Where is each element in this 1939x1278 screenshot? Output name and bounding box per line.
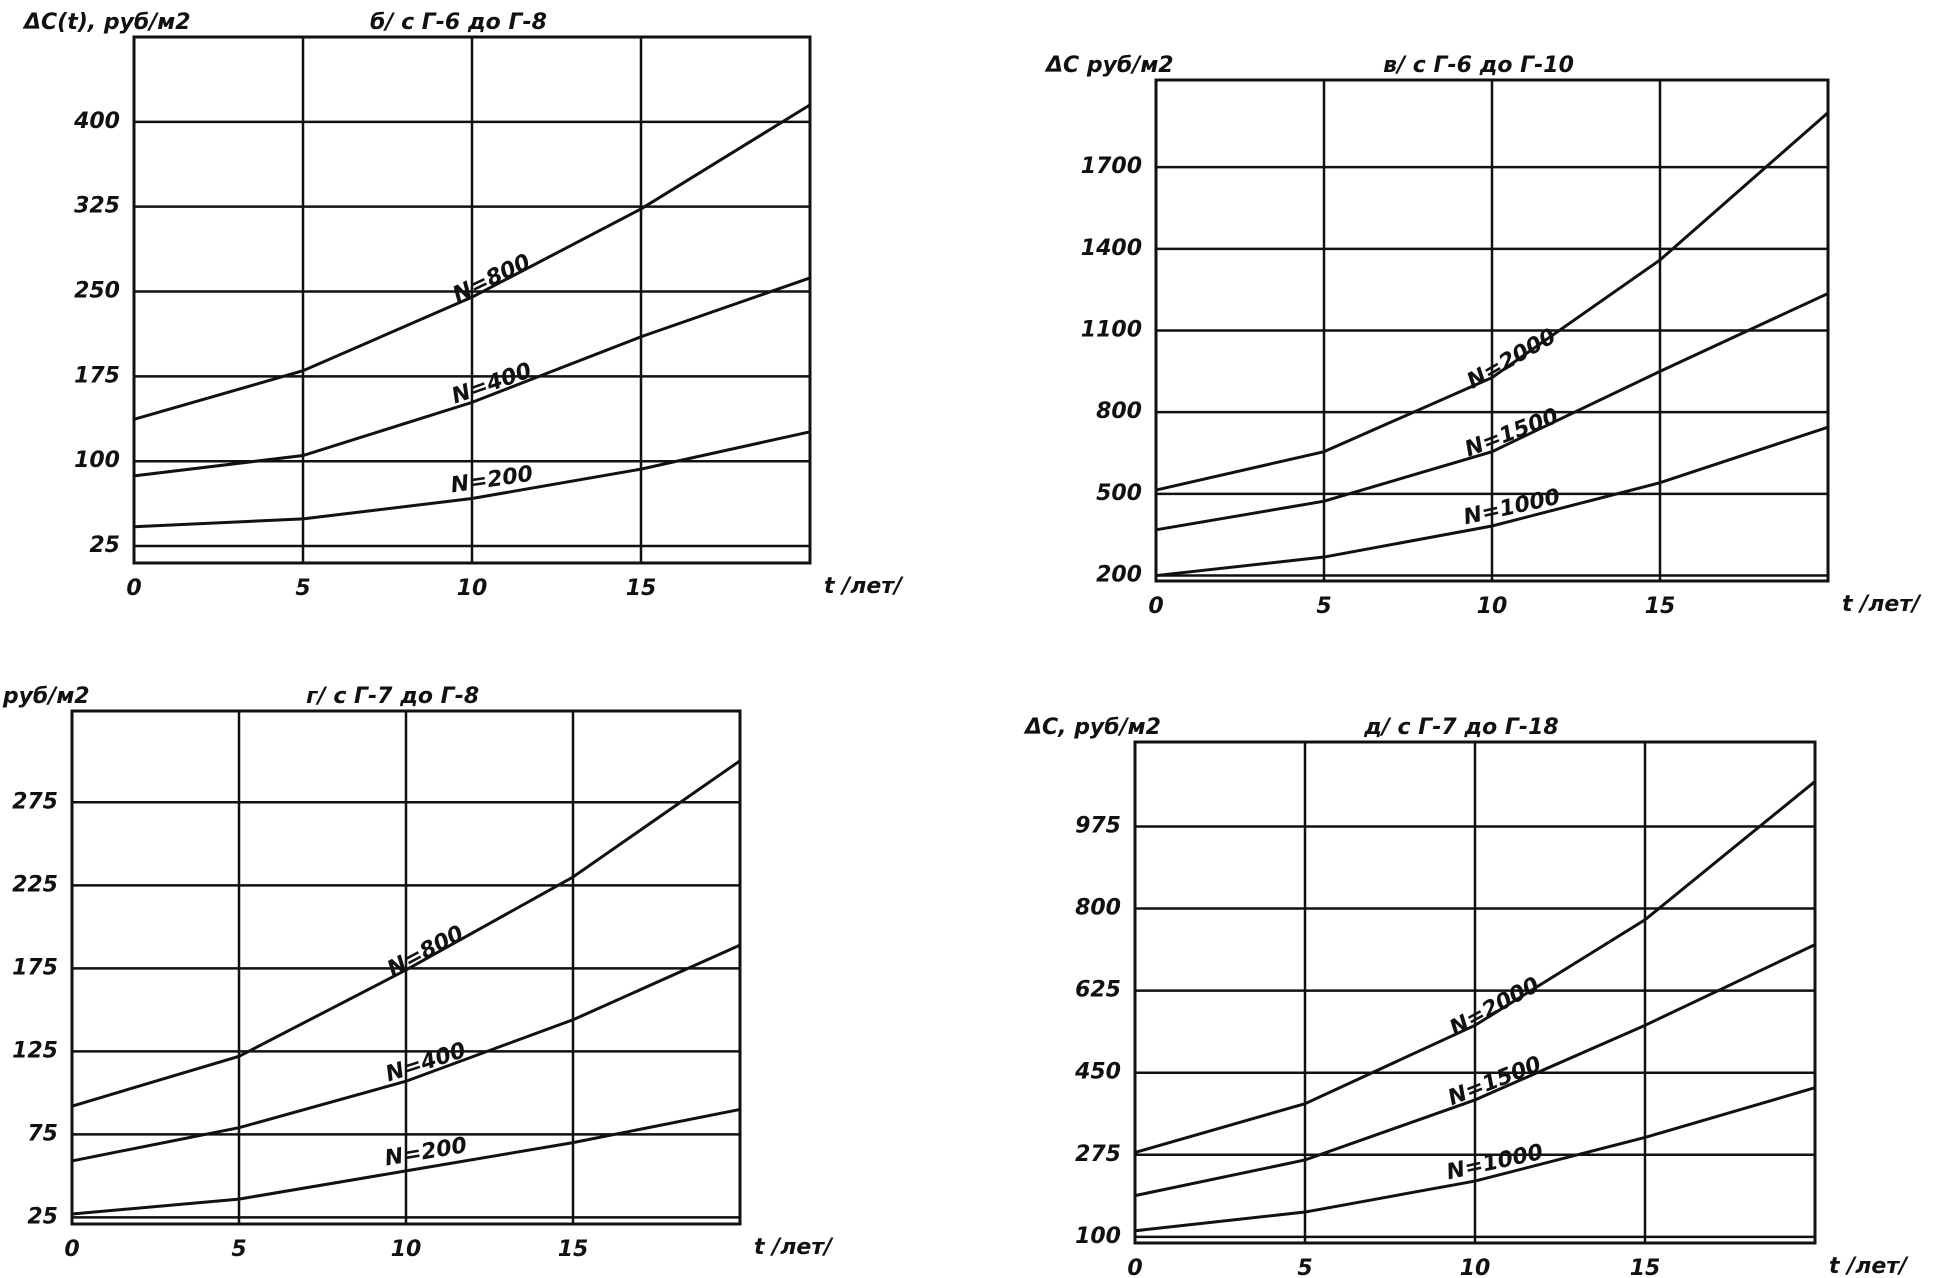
chart-title: в/ с Г-6 до Г-10 — [1383, 53, 1574, 78]
curve — [133, 430, 811, 529]
y-tick-label: 175 — [74, 363, 120, 388]
y-tick-label: 1100 — [1081, 318, 1142, 343]
y-tick-label: 250 — [74, 279, 120, 304]
curve-label: N=800 — [449, 250, 534, 308]
curve-label: N=200 — [449, 462, 535, 499]
y-tick-label: 175 — [12, 955, 58, 980]
y-tick-label: 450 — [1074, 1060, 1121, 1085]
curve — [71, 759, 741, 1108]
curve-label: N=2000 — [1446, 973, 1544, 1042]
y-tick-label: 325 — [74, 194, 120, 219]
curve — [71, 1107, 741, 1216]
y-axis-label: ΔC руб/м2 — [0, 684, 90, 709]
x-tick-label: 5 — [1297, 1256, 1312, 1278]
y-tick-label: 275 — [12, 789, 58, 814]
chart-title: г/ с Г-7 до Г-8 — [306, 684, 479, 709]
x-tick-label: 15 — [1630, 1256, 1661, 1278]
curve — [1155, 292, 1829, 532]
curve-label: N=200 — [383, 1133, 469, 1171]
curve-label: N=400 — [383, 1038, 469, 1087]
x-tick-label: 15 — [558, 1237, 589, 1262]
x-tick-label: 10 — [1477, 594, 1508, 619]
x-tick-label: 5 — [1316, 594, 1331, 619]
x-axis-label: t /лет/ — [824, 574, 904, 599]
y-axis-label: ΔC, руб/м2 — [1023, 715, 1161, 740]
y-tick-label: 100 — [1075, 1224, 1121, 1249]
x-tick-label: 0 — [126, 576, 141, 601]
y-tick-label: 1400 — [1081, 236, 1142, 261]
y-tick-label: 200 — [1096, 563, 1142, 588]
curve — [1134, 1086, 1816, 1233]
curve-label: N=1500 — [1445, 1052, 1545, 1111]
curve — [133, 276, 811, 478]
y-tick-label: 275 — [1075, 1142, 1121, 1167]
y-tick-label: 125 — [12, 1038, 58, 1063]
curve-label: N=400 — [449, 358, 535, 409]
x-tick-label: 0 — [1148, 594, 1163, 619]
y-tick-label: 500 — [1096, 481, 1142, 506]
x-tick-label: 0 — [64, 1237, 79, 1262]
x-tick-label: 5 — [231, 1237, 246, 1262]
curve-label: N=1000 — [1461, 485, 1562, 531]
y-axis-label: ΔC руб/м2 — [1044, 53, 1174, 78]
x-tick-label: 0 — [1127, 1256, 1142, 1278]
y-tick-label: 625 — [1075, 978, 1121, 1003]
x-tick-label: 15 — [626, 576, 657, 601]
x-axis-label: t /лет/ — [754, 1235, 834, 1260]
chart-title: д/ с Г-7 до Г-18 — [1363, 715, 1559, 740]
x-tick-label: 5 — [295, 576, 310, 601]
curve — [1155, 425, 1829, 578]
x-axis-label: t /лет/ — [1842, 592, 1922, 617]
y-tick-label: 400 — [73, 109, 120, 134]
x-tick-label: 10 — [391, 1237, 422, 1262]
y-tick-label: 800 — [1096, 399, 1142, 424]
y-tick-label: 800 — [1075, 896, 1121, 921]
y-tick-label: 225 — [12, 872, 58, 897]
y-tick-label: 25 — [89, 533, 120, 558]
curve-label: N=1000 — [1444, 1140, 1545, 1185]
chart-title: б/ с Г-6 до Г-8 — [370, 10, 547, 35]
curve — [1134, 780, 1816, 1154]
y-tick-label: 975 — [1075, 813, 1121, 838]
x-axis-label: t /лет/ — [1829, 1254, 1909, 1278]
x-tick-label: 15 — [1645, 594, 1676, 619]
y-tick-label: 75 — [27, 1121, 58, 1146]
y-axis-label: ΔC(t), руб/м2 — [22, 10, 191, 35]
curve — [1155, 111, 1829, 492]
y-tick-label: 1700 — [1081, 154, 1142, 179]
curve — [71, 943, 741, 1163]
x-tick-label: 10 — [1460, 1256, 1491, 1278]
curve-label: N=2000 — [1463, 324, 1561, 394]
x-tick-label: 10 — [457, 576, 488, 601]
curve — [133, 103, 811, 421]
y-tick-label: 100 — [74, 448, 120, 473]
curve — [1134, 943, 1816, 1198]
y-tick-label: 25 — [27, 1204, 58, 1229]
curve-label: N=800 — [383, 921, 468, 982]
